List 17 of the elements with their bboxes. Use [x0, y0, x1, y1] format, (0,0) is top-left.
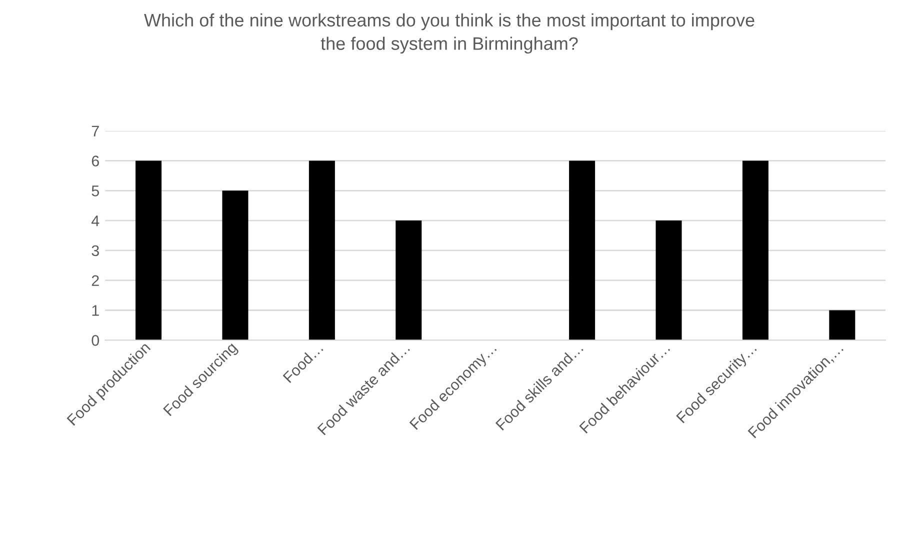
bar	[222, 190, 248, 340]
bar	[569, 160, 596, 340]
y-tick-label: 1	[92, 305, 99, 316]
y-tick-label: 7	[92, 126, 99, 136]
bar	[656, 220, 682, 340]
y-tick-label: 5	[92, 186, 99, 196]
bar	[396, 220, 422, 340]
y-tick-label: 2	[92, 275, 99, 286]
y-tick-label: 4	[91, 216, 100, 226]
bar	[829, 310, 856, 340]
bar	[136, 160, 162, 340]
bar	[308, 160, 335, 340]
y-tick-label: 6	[92, 156, 99, 166]
y-tick-label: 3	[92, 245, 99, 256]
bar	[742, 160, 768, 340]
y-tick-label: 0	[92, 335, 100, 346]
chart-title: Which of the nine workstreams do you think is the most important to improve the food system in Birmingham?	[144, 13, 754, 54]
